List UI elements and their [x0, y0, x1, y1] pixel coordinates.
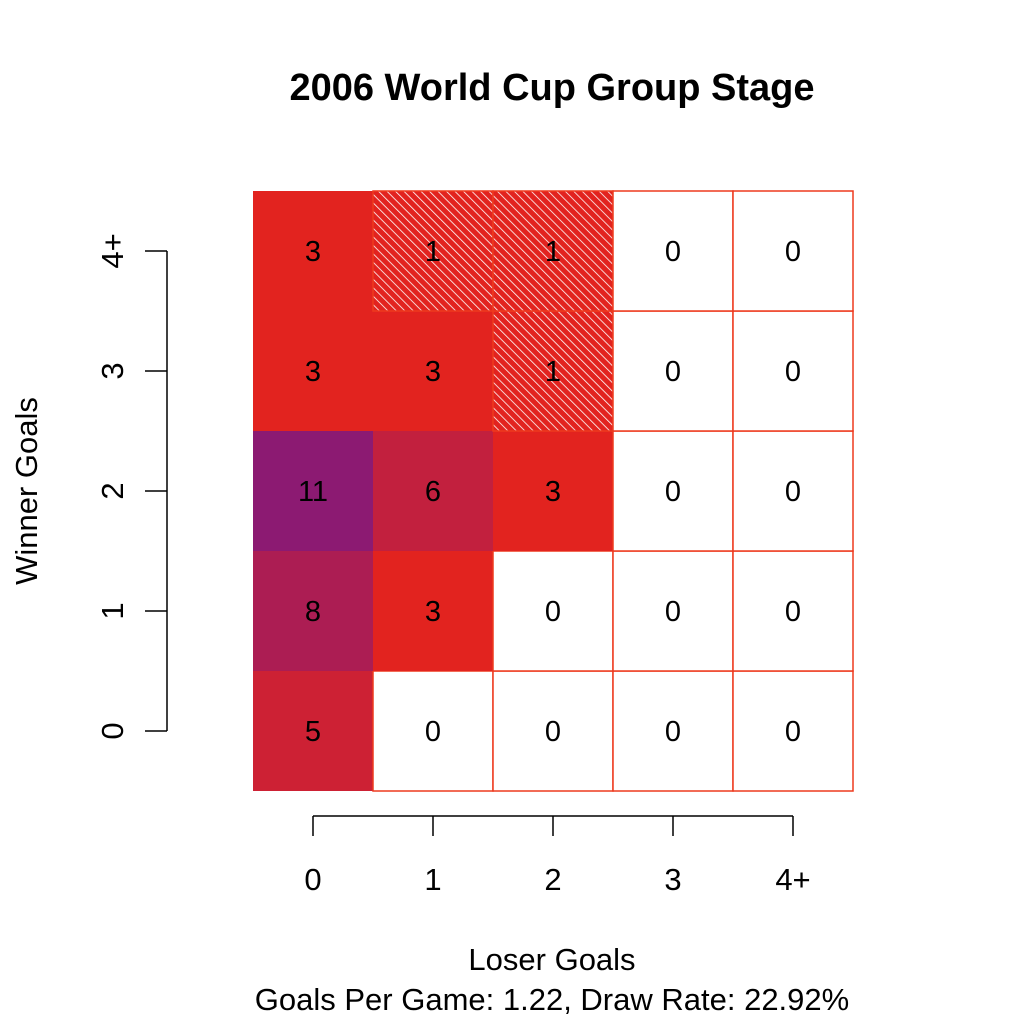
heatmap-cell-w0-l0 — [253, 671, 373, 791]
heatmap-cell-w1-l1 — [373, 551, 493, 671]
heatmap-cell-label: 3 — [425, 356, 441, 388]
heatmap-cell-w0-l3 — [612, 670, 734, 792]
heatmap-cell-w2-l0 — [253, 431, 373, 551]
chart-title: 2006 World Cup Group Stage — [289, 67, 814, 109]
y-axis-label: Winner Goals — [9, 397, 44, 585]
y-tick-label: 4+ — [95, 233, 130, 268]
heatmap-cell-w4+-l1 — [372, 190, 494, 312]
heatmap-cell-label: 0 — [665, 476, 681, 508]
heatmap-cell-w3-l4+ — [732, 310, 854, 432]
heatmap-cell-w2-l2 — [493, 431, 613, 551]
chart-subtitle: Goals Per Game: 1.22, Draw Rate: 22.92% — [255, 982, 849, 1017]
heatmap-cell-w2-l1 — [373, 431, 493, 551]
heatmap-cell-w4+-l4+ — [732, 190, 854, 312]
heatmap-cell-label: 0 — [785, 236, 801, 268]
y-tick-label: 0 — [95, 722, 130, 739]
heatmap-cell-label: 0 — [665, 356, 681, 388]
heatmap-cell-w4+-l2 — [492, 190, 614, 312]
heatmap-cell-w4+-l0 — [253, 191, 373, 311]
heatmap-cell-label: 11 — [298, 476, 328, 508]
heatmap-cell-label: 0 — [665, 596, 681, 628]
x-tick-label: 0 — [304, 862, 321, 897]
x-tick-label: 4+ — [775, 862, 810, 897]
heatmap-cell-label: 0 — [785, 596, 801, 628]
heatmap-cell-w3-l2 — [492, 310, 614, 432]
heatmap-cell-label: 3 — [425, 596, 441, 628]
heatmap-cell-label: 6 — [425, 476, 441, 508]
heatmap-cell-label: 0 — [545, 596, 561, 628]
y-tick-label: 3 — [95, 362, 130, 379]
heatmap-cell-label: 1 — [545, 356, 561, 388]
heatmap-cell-label: 1 — [425, 236, 441, 268]
heatmap-cell-w1-l3 — [612, 550, 734, 672]
heatmap-cell-w2-l4+ — [732, 430, 854, 552]
heatmap-cell-label: 0 — [545, 716, 561, 748]
heatmap-cell-label: 0 — [785, 476, 801, 508]
heatmap-cell-w3-l1 — [373, 311, 493, 431]
x-tick-label: 1 — [424, 862, 441, 897]
heatmap-cell-label: 0 — [425, 716, 441, 748]
y-tick-label: 1 — [95, 602, 130, 619]
heatmap-cell-label: 0 — [785, 356, 801, 388]
x-tick-label: 2 — [544, 862, 561, 897]
heatmap-cell-label: 0 — [665, 716, 681, 748]
heatmap-cell-label: 0 — [665, 236, 681, 268]
heatmap-cell-label: 3 — [305, 236, 321, 268]
heatmap-cell-w1-l2 — [492, 550, 614, 672]
heatmap-cells: 5 0 0 0 08 3 0 0 011 6 3 0 03 3 1 0 03 1 1 0 0 — [253, 190, 854, 792]
y-tick-label: 2 — [95, 482, 130, 499]
heatmap-cell-label: 1 — [545, 236, 561, 268]
heatmap-cell-label: 3 — [305, 356, 321, 388]
x-axis-label: Loser Goals — [468, 942, 635, 977]
heatmap-cell-w4+-l3 — [612, 190, 734, 312]
heatmap-cell-w3-l0 — [253, 311, 373, 431]
heatmap-cell-w0-l4+ — [732, 670, 854, 792]
heatmap-cell-label: 0 — [785, 716, 801, 748]
heatmap-cell-w0-l1 — [372, 670, 494, 792]
heatmap-cell-label: 8 — [305, 596, 321, 628]
heatmap-cell-w1-l0 — [253, 551, 373, 671]
heatmap-cell-label: 5 — [305, 716, 321, 748]
x-axis: 0 1 2 3 4+ — [304, 815, 811, 897]
y-axis: 0 1 2 3 4+ — [95, 233, 168, 740]
heatmap-cell-label: 3 — [545, 476, 561, 508]
x-tick-label: 3 — [664, 862, 681, 897]
heatmap-cell-w2-l3 — [612, 430, 734, 552]
